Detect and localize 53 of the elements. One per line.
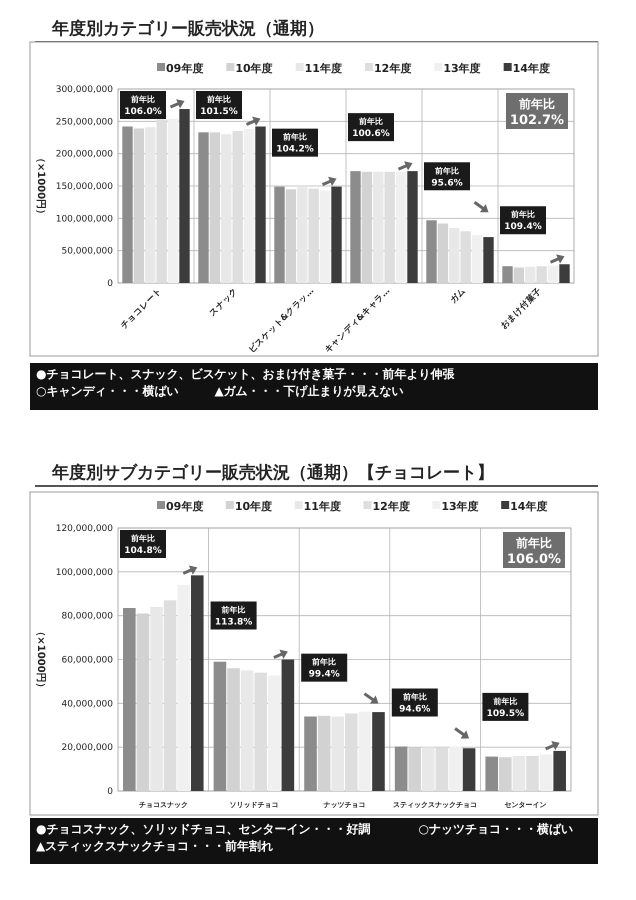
y-axis-title: （×1000円） [35,626,46,693]
text: ●チョコスナック、ソリッドチョコ、センターイン・・・好調 ○ナッツチョコ・・・横ばい [36,822,573,836]
y-tick-label: 300,000,000 [56,85,114,95]
annotation: 前年比 99.4% [308,658,340,680]
annotation: 前年比 101.5% [200,95,238,117]
x-tick-label: おまけ付菓子 [498,285,544,332]
y-axis-title: （×1000円） [35,152,46,220]
legend-label: 14年度 [512,62,550,75]
y-tick-label: 150,000,000 [56,182,114,192]
y-tick-label: 250,000,000 [56,117,114,128]
y-tick-label: 100,000,000 [56,568,114,578]
text: ●チョコレート、スナック、ビスケット、おまけ付き菓子・・・前年より伸張 [36,367,456,381]
chart-title: 年度別カテゴリー販売状況（通期） [51,19,324,39]
annotation: 前年比 109.4% [504,210,542,232]
y-tick-label: 120,000,000 [56,524,114,534]
y-tick-label: 50,000,000 [61,246,114,257]
y-tick-label: 0 [107,279,114,289]
legend-label: 11年度 [304,62,342,75]
y-tick-label: 60,000,000 [61,656,114,666]
legend-label: 09年度 [166,62,204,75]
legend-label: 12年度 [372,500,410,513]
annotation: 前年比 113.8% [214,606,252,628]
annotation: 前年比 100.6% [352,117,390,140]
x-tick-label: チョコレート [118,286,164,332]
annotation: 前年比 104.8% [124,534,162,556]
annotation: 前年比 109.5% [486,696,524,719]
x-tick-label: スナック [208,286,240,319]
legend-label: 10年度 [235,62,273,75]
annotation: 前年比 104.2% [276,132,314,155]
x-tick-label: ビスケット&クラッ… [246,285,316,356]
annotation: 前年比 102.7% [510,97,564,128]
y-tick-label: 200,000,000 [56,150,114,160]
y-tick-label: 20,000,000 [61,743,114,754]
legend-label: 10年度 [234,500,272,513]
text: ○キャンディ・・・横ばい ▲ガム・・・下げ止まりが見えない [36,384,404,398]
y-tick-label: 80,000,000 [61,612,114,622]
x-tick-label: ガム [448,285,468,306]
y-tick-label: 0 [107,787,114,797]
text: ▲スティックスナックチョコ・・・前年割れ [36,839,274,853]
legend-label: 13年度 [443,62,481,75]
x-tick-label: キャンディ&キャラ… [322,286,392,356]
legend-label: 09年度 [166,500,204,513]
legend-label: 14年度 [510,500,548,513]
annotation: 前年比 95.6% [431,166,463,188]
y-tick-label: 40,000,000 [61,699,114,710]
y-tick-label: 100,000,000 [56,214,114,224]
legend-label: 13年度 [441,500,479,513]
legend-label: 11年度 [304,500,341,513]
annotation: 前年比 106.0% [124,95,162,117]
chart-title: 年度別サブカテゴリー販売状況（通期）【チョコレート】 [51,463,494,483]
legend-label: 12年度 [374,62,412,75]
annotation: 前年比 106.0% [506,536,562,567]
annotation: 前年比 94.6% [399,692,430,715]
